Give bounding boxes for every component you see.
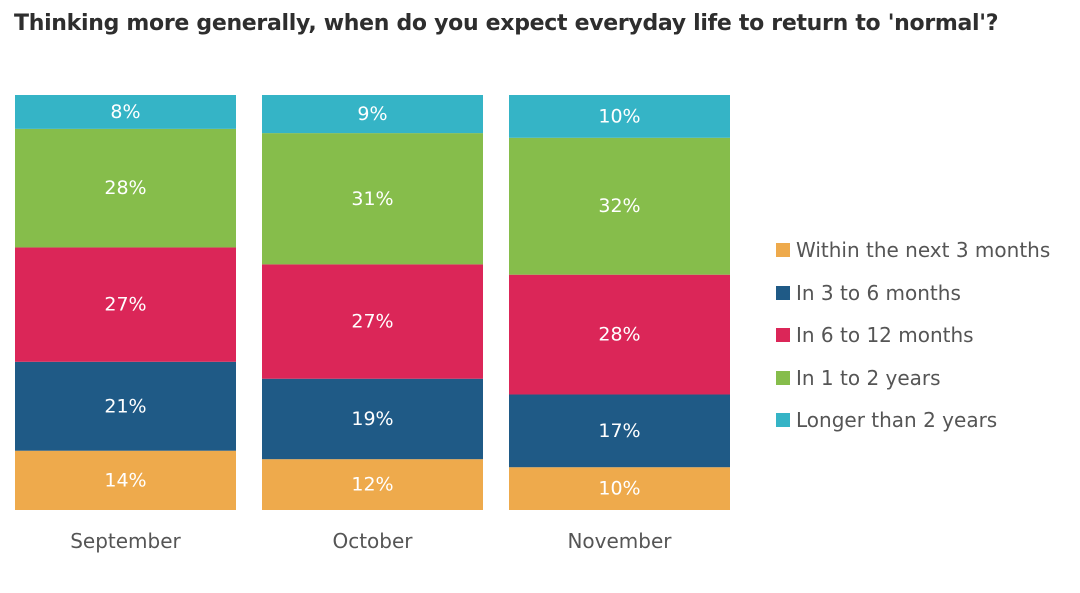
chart-legend: Within the next 3 months In 3 to 6 months…	[776, 229, 1050, 442]
legend-label: In 6 to 12 months	[796, 323, 974, 348]
data-label-october-in-6-to-12-months: 27%	[351, 311, 393, 333]
bar-segment-september-within-the-next-3-months	[15, 450, 236, 510]
data-label-october-in-3-to-6-months: 19%	[351, 408, 393, 430]
category-label-october: October	[332, 529, 413, 553]
legend-swatch	[776, 243, 790, 258]
legend-label: Longer than 2 years	[796, 408, 998, 433]
legend-label: Within the next 3 months	[796, 238, 1051, 263]
legend-item-in-6-to-12-months: In 6 to 12 months	[776, 314, 1050, 357]
bar-segment-october-within-the-next-3-months	[262, 459, 483, 510]
bar-segment-october-in-1-to-2-years	[262, 133, 483, 265]
data-label-november-within-the-next-3-months: 10%	[598, 478, 640, 500]
bar-segment-november-in-3-to-6-months	[509, 394, 730, 468]
legend-swatch	[776, 328, 790, 343]
bar-segment-november-in-6-to-12-months	[509, 274, 730, 395]
data-label-september-longer-than-2-years: 8%	[110, 101, 140, 123]
bar-segment-november-in-1-to-2-years	[509, 137, 730, 275]
data-label-september-in-6-to-12-months: 27%	[104, 294, 146, 316]
bar-stack-september: 14% 21% 27% 28% 8%	[15, 95, 236, 510]
bar-segment-november-longer-than-2-years	[509, 95, 730, 138]
bar-stack-october: 12% 19% 27% 31% 9%	[262, 95, 483, 510]
data-label-september-in-1-to-2-years: 28%	[104, 177, 146, 199]
legend-item-longer-than-2-years: Longer than 2 years	[776, 399, 1050, 442]
legend-label: In 3 to 6 months	[796, 280, 961, 305]
legend-swatch	[776, 285, 790, 300]
category-label-november: November	[567, 529, 672, 553]
data-label-september-within-the-next-3-months: 14%	[104, 469, 146, 491]
data-label-november-in-6-to-12-months: 28%	[598, 324, 640, 346]
bar-segment-october-in-6-to-12-months	[262, 264, 483, 379]
data-label-november-longer-than-2-years: 10%	[598, 105, 640, 127]
data-label-october-longer-than-2-years: 9%	[357, 103, 387, 125]
legend-label: In 1 to 2 years	[796, 365, 941, 390]
chart-title: Thinking more generally, when do you exp…	[14, 11, 999, 36]
bar-segment-october-in-3-to-6-months	[262, 378, 483, 460]
bar-segment-october-longer-than-2-years	[262, 95, 483, 134]
data-label-november-in-1-to-2-years: 32%	[598, 195, 640, 217]
legend-item-in-1-to-2-years: In 1 to 2 years	[776, 357, 1050, 400]
data-label-october-in-1-to-2-years: 31%	[351, 188, 393, 210]
bar-segment-november-within-the-next-3-months	[509, 467, 730, 510]
legend-swatch	[776, 370, 790, 385]
data-label-september-in-3-to-6-months: 21%	[104, 395, 146, 417]
bar-segment-september-longer-than-2-years	[15, 95, 236, 129]
data-label-november-in-3-to-6-months: 17%	[598, 420, 640, 442]
legend-item-in-3-to-6-months: In 3 to 6 months	[776, 272, 1050, 315]
legend-swatch	[776, 413, 790, 428]
category-label-september: September	[70, 529, 181, 553]
bar-segment-september-in-6-to-12-months	[15, 247, 236, 362]
bar-segment-september-in-3-to-6-months	[15, 361, 236, 451]
bar-stack-november: 10% 17% 28% 32% 10%	[509, 95, 730, 510]
bar-segment-september-in-1-to-2-years	[15, 128, 236, 248]
legend-item-within-the-next-3-months: Within the next 3 months	[776, 229, 1050, 272]
data-label-october-within-the-next-3-months: 12%	[351, 474, 393, 496]
